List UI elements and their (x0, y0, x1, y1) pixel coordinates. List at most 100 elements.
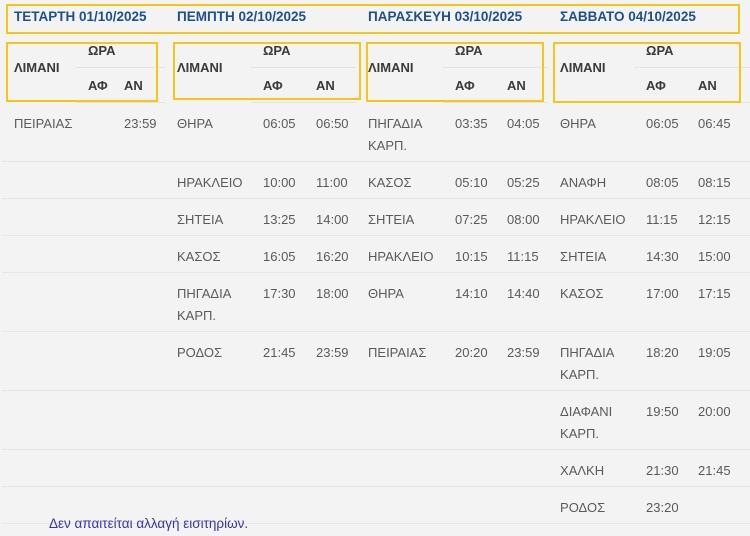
departure-cell: 21:30 (634, 449, 687, 487)
table-row: ΚΑΣΟΣ 16:05 16:20 ΗΡΑΚΛΕΙΟ 10:15 11:15 ΣΗΤΕΙΑ 1… (2, 235, 750, 273)
departure-cell: 13:25 (251, 198, 304, 236)
arrival-cell (112, 272, 165, 332)
port-cell: ΧΑΛΚΗ (548, 449, 635, 487)
port-cell (2, 235, 76, 273)
arrival-cell: 23:59 (304, 331, 357, 391)
departure-cell: 06:05 (251, 102, 304, 162)
departure-cell (76, 331, 112, 391)
port-cell (165, 390, 251, 450)
time-header: ΩΡΑ (251, 33, 357, 68)
port-cell: ΗΡΑΚΛΕΙΟ (356, 235, 444, 273)
arrival-header: ΑΝ (304, 67, 357, 103)
port-cell (2, 161, 76, 199)
departure-cell: 14:30 (634, 235, 687, 273)
table-row: ΡΟΔΟΣ 23:20 (2, 486, 750, 524)
port-cell: ΚΑΣΟΣ (165, 235, 251, 273)
departure-cell: 05:10 (443, 161, 496, 199)
port-cell: ΗΡΑΚΛΕΙΟ (165, 161, 251, 199)
port-cell: ΘΗΡΑ (548, 102, 635, 162)
arrival-cell: 19:05 (686, 331, 750, 391)
departure-cell: 18:20 (634, 331, 687, 391)
port-cell: ΚΑΣΟΣ (356, 161, 444, 199)
arrival-cell: 21:45 (686, 449, 750, 487)
departure-header: ΑΦ (443, 67, 496, 103)
port-cell: ΣΗΤΕΙΑ (548, 235, 635, 273)
departure-cell: 19:50 (634, 390, 687, 450)
port-cell: ΚΑΣΟΣ (548, 272, 635, 332)
departure-cell (76, 272, 112, 332)
arrival-cell: 11:00 (304, 161, 357, 199)
time-header: ΩΡΑ (634, 33, 750, 68)
footer-note: Δεν απαιτείται αλλαγή εισιτηρίων. (49, 516, 249, 531)
port-header: ΛΙΜΑΝΙ (177, 60, 223, 76)
port-cell (165, 449, 251, 487)
arrival-cell: 08:15 (686, 161, 750, 199)
departure-cell (443, 390, 496, 450)
departure-cell (251, 390, 304, 450)
arrival-cell: 16:20 (304, 235, 357, 273)
table-row: ΧΑΛΚΗ 21:30 21:45 (2, 449, 750, 487)
port-cell: ΣΗΤΕΙΑ (356, 198, 444, 236)
arrival-cell (495, 486, 549, 524)
arrival-cell (304, 390, 357, 450)
port-cell: ΑΝΑΦΗ (548, 161, 635, 199)
arrival-cell: 12:15 (686, 198, 750, 236)
schedule-table: ΤΕΤΑΡΤΗ 01/10/2025 ΠΕΜΠΤΗ 02/10/2025 ΠΑΡ… (2, 0, 750, 524)
departure-cell: 10:00 (251, 161, 304, 199)
arrival-cell (112, 198, 165, 236)
port-cell: ΠΗΓΑΔΙΑ ΚΑΡΠ. (356, 102, 444, 162)
table-row: ΠΗΓΑΔΙΑ ΚΑΡΠ. 17:30 18:00 ΘΗΡΑ 14:10 14:40 ΚΑΣ… (2, 272, 750, 332)
port-cell: ΣΗΤΕΙΑ (165, 198, 251, 236)
departure-cell: 08:05 (634, 161, 687, 199)
time-header: ΩΡΑ (443, 33, 549, 68)
departure-header: ΑΦ (76, 67, 112, 103)
departure-cell: 14:10 (443, 272, 496, 332)
departure-cell: 16:05 (251, 235, 304, 273)
departure-cell: 20:20 (443, 331, 496, 391)
departure-cell: 10:15 (443, 235, 496, 273)
arrival-cell (304, 486, 357, 524)
arrival-cell (495, 449, 549, 487)
arrival-cell: 11:15 (495, 235, 549, 273)
port-cell: ΠΗΓΑΔΙΑ ΚΑΡΠ. (165, 272, 251, 332)
port-cell (2, 449, 76, 487)
arrival-cell (495, 390, 549, 450)
arrival-cell: 04:05 (495, 102, 549, 162)
departure-cell (251, 486, 304, 524)
table-row: ΡΟΔΟΣ 21:45 23:59 ΠΕΙΡΑΙΑΣ 20:20 23:59 ΠΗΓΑΔΙΑ… (2, 331, 750, 391)
port-header: ΛΙΜΑΝΙ (560, 60, 606, 76)
port-cell (2, 390, 76, 450)
departure-cell (443, 486, 496, 524)
departure-cell: 17:00 (634, 272, 687, 332)
arrival-cell (112, 331, 165, 391)
departure-header: ΑΦ (634, 67, 687, 103)
arrival-header: ΑΝ (112, 67, 165, 103)
arrival-cell: 20:00 (686, 390, 750, 450)
arrival-cell: 08:00 (495, 198, 549, 236)
day-header: ΤΕΤΑΡΤΗ 01/10/2025 (14, 9, 147, 24)
port-cell (2, 331, 76, 391)
departure-header: ΑΦ (251, 67, 304, 103)
day-header: ΣΑΒΒΑΤΟ 04/10/2025 (560, 9, 696, 24)
port-cell: ΠΗΓΑΔΙΑ ΚΑΡΠ. (548, 331, 635, 391)
departure-cell: 17:30 (251, 272, 304, 332)
arrival-cell: 23:59 (112, 102, 165, 162)
arrival-cell: 06:50 (304, 102, 357, 162)
departure-cell (76, 449, 112, 487)
table-row: ΠΕΙΡΑΙΑΣ 23:59 ΘΗΡΑ 06:05 06:50 ΠΗΓΑΔΙΑ ΚΑΡΠ.… (2, 102, 750, 162)
port-cell: ΔΙΑΦΑΝΙ ΚΑΡΠ. (548, 390, 635, 450)
day-header: ΠΕΜΠΤΗ 02/10/2025 (177, 9, 307, 24)
departure-cell: 23:20 (634, 486, 687, 524)
table-row: ΗΡΑΚΛΕΙΟ 10:00 11:00 ΚΑΣΟΣ 05:10 05:25 ΑΝΑΦΗ 08… (2, 161, 750, 199)
departure-cell: 07:25 (443, 198, 496, 236)
arrival-cell: 15:00 (686, 235, 750, 273)
arrival-cell: 06:45 (686, 102, 750, 162)
arrival-cell: 14:40 (495, 272, 549, 332)
arrival-cell: 23:59 (495, 331, 549, 391)
port-cell: ΡΟΔΟΣ (548, 486, 635, 524)
departure-cell: 11:15 (634, 198, 687, 236)
departure-cell: 21:45 (251, 331, 304, 391)
arrival-cell (686, 486, 750, 524)
departure-cell (76, 390, 112, 450)
departure-cell (76, 161, 112, 199)
